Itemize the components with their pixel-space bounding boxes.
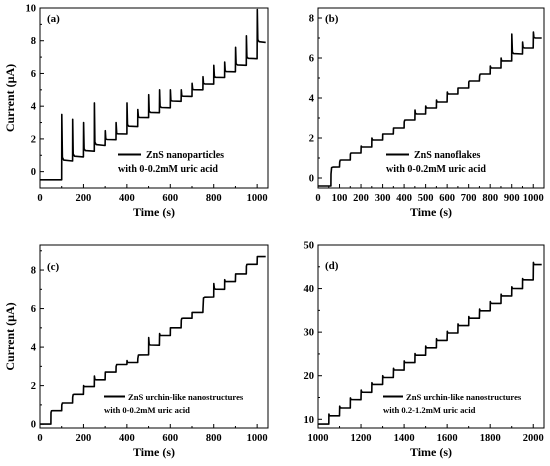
chart-panel-b: 0 100 200 300 400 500 600 700 800 900 1000 0 2 4 6 8 Tim… [309,7,545,219]
y-tick-label: 0 [309,174,314,185]
chart-panel-c: 0 200 400 600 800 1000 0 2 4 6 8 Time (s) Current (µ… [3,244,269,459]
x-axis-title: Time (s) [133,205,175,219]
y-tick-label: 4 [31,343,37,354]
x-tick-label: 0 [37,433,42,444]
x-tick-label: 200 [76,193,92,204]
y-axis-title: Current (µA) [3,302,17,370]
series-line [40,255,266,425]
x-tick-label: 1000 [247,193,268,204]
series-line [40,8,266,181]
legend-label-line2: with 0-0.2mM uric acid [118,164,218,175]
legend-label: ZnS urchin-like nanostructures [406,392,522,402]
y-tick-label: 2 [31,381,36,392]
legend-label: ZnS urchin-like nanostructures [128,392,244,402]
x-tick-label: 400 [119,433,135,444]
x-tick-label: 1800 [480,433,501,444]
series-line [318,31,542,187]
x-tick-label: 400 [119,193,135,204]
plot-frame [39,7,269,189]
series-line [318,261,542,425]
x-tick-label: 900 [504,193,520,204]
y-tick-label: 6 [309,54,314,65]
x-tick-label: 0 [37,193,42,204]
x-tick-label: 600 [162,193,178,204]
y-tick-label: 40 [304,284,315,295]
y-tick-label: 8 [31,266,36,277]
y-tick-label: 6 [31,69,36,80]
chart-panel-a: 0 200 400 600 800 1000 0 2 4 6 8 10 Time (s) Current … [3,4,269,219]
x-tick-label: 1000 [523,193,544,204]
x-tick-label: 100 [332,193,348,204]
panel-letter: (a) [47,13,60,25]
x-tick-label: 600 [162,433,178,444]
y-tick-label: 20 [304,371,315,382]
panel-letter: (d) [325,260,339,272]
y-tick-label: 0 [31,167,36,178]
x-tick-label: 600 [439,193,455,204]
x-tick-label: 400 [396,193,412,204]
legend-label-line2: with 0-0.2mM uric acid [104,405,190,415]
y-axis-title: Current (µA) [3,64,17,132]
x-tick-label: 1400 [394,433,415,444]
y-tick-label: 2 [31,134,36,145]
x-tick-label: 1600 [437,433,458,444]
panel-letter: (b) [325,13,339,25]
plot-frame [317,7,545,189]
x-tick-label: 500 [418,193,434,204]
plot-frame [39,244,269,429]
x-tick-label: 200 [353,193,369,204]
x-tick-label: 0 [315,193,320,204]
x-tick-label: 1200 [351,433,372,444]
x-tick-label: 2000 [523,433,544,444]
y-tick-label: 10 [304,415,315,426]
x-tick-label: 800 [206,193,222,204]
y-tick-label: 0 [31,420,36,431]
legend-label: ZnS nanoflakes [414,150,481,161]
x-tick-label: 700 [461,193,477,204]
y-tick-label: 4 [309,94,315,105]
x-tick-label: 800 [206,433,222,444]
y-tick-label: 4 [31,102,37,113]
plot-frame [317,244,545,429]
legend-label-line2: with 0-0.2mM uric acid [386,164,486,175]
y-tick-label: 8 [31,36,36,47]
x-axis-title: Time (s) [410,205,452,219]
y-tick-label: 10 [26,4,37,15]
x-tick-label: 300 [375,193,391,204]
legend-label: ZnS nanoparticles [146,150,224,161]
x-axis-title: Time (s) [133,445,175,459]
panel-letter: (c) [47,261,60,273]
x-tick-label: 1000 [308,433,329,444]
x-tick-label: 1000 [247,433,268,444]
y-tick-label: 2 [309,134,314,145]
y-tick-label: 30 [304,328,315,339]
y-tick-label: 50 [304,241,315,252]
y-tick-label: 8 [309,14,314,25]
legend-label-line2: with 0.2-1.2mM uric acid [383,405,476,415]
y-tick-label: 6 [31,304,36,315]
x-axis-title: Time (s) [410,445,452,459]
chart-panel-d: 1000 1200 1400 1600 1800 2000 10 20 30 40 50 Time (… [304,241,545,459]
x-tick-label: 200 [76,433,92,444]
x-tick-label: 800 [482,193,498,204]
